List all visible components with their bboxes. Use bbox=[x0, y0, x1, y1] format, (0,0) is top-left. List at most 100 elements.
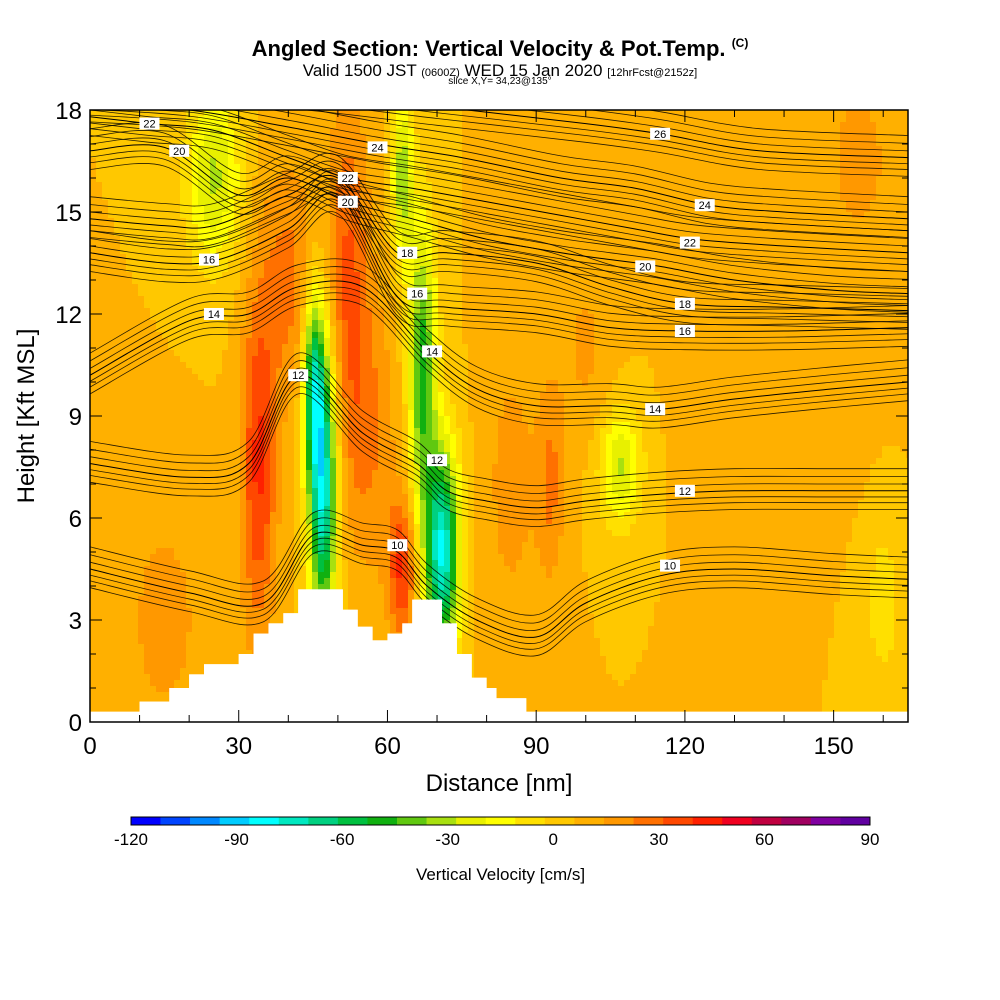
velocity-cell bbox=[366, 530, 373, 537]
velocity-cell bbox=[264, 566, 271, 573]
velocity-cell bbox=[312, 380, 319, 387]
velocity-cell bbox=[294, 146, 301, 153]
velocity-cell bbox=[174, 368, 181, 375]
velocity-cell bbox=[258, 476, 265, 483]
velocity-cell bbox=[330, 122, 337, 129]
velocity-cell bbox=[228, 404, 235, 411]
velocity-cell bbox=[120, 146, 127, 153]
velocity-cell bbox=[318, 242, 325, 249]
velocity-cell bbox=[264, 422, 271, 429]
velocity-cell bbox=[132, 146, 139, 153]
velocity-cell bbox=[162, 296, 169, 303]
velocity-cell bbox=[102, 410, 109, 417]
velocity-cell bbox=[120, 578, 127, 585]
velocity-cell bbox=[306, 194, 313, 201]
velocity-cell bbox=[366, 506, 373, 513]
velocity-cell bbox=[372, 332, 379, 339]
velocity-cell bbox=[360, 476, 367, 483]
velocity-cell bbox=[126, 674, 133, 681]
velocity-cell bbox=[378, 548, 385, 555]
velocity-cell bbox=[348, 140, 355, 147]
velocity-cell bbox=[354, 512, 361, 519]
velocity-cell bbox=[174, 542, 181, 549]
velocity-cell bbox=[102, 392, 109, 399]
velocity-cell bbox=[264, 296, 271, 303]
velocity-cell bbox=[132, 314, 139, 321]
velocity-cell bbox=[192, 122, 199, 129]
velocity-cell bbox=[234, 224, 241, 231]
velocity-cell bbox=[306, 416, 313, 423]
velocity-cell bbox=[264, 494, 271, 501]
velocity-cell bbox=[234, 656, 241, 663]
velocity-cell bbox=[378, 428, 385, 435]
velocity-cell bbox=[126, 536, 133, 543]
velocity-cell bbox=[180, 632, 187, 639]
velocity-cell bbox=[360, 602, 367, 609]
velocity-cell bbox=[180, 374, 187, 381]
velocity-cell bbox=[372, 254, 379, 261]
velocity-cell bbox=[156, 194, 163, 201]
velocity-cell bbox=[204, 320, 211, 327]
velocity-cell bbox=[342, 134, 349, 141]
velocity-cell bbox=[240, 464, 247, 471]
velocity-cell bbox=[258, 320, 265, 327]
velocity-cell bbox=[198, 494, 205, 501]
velocity-cell bbox=[102, 656, 109, 663]
velocity-cell bbox=[174, 548, 181, 555]
velocity-cell bbox=[318, 284, 325, 291]
velocity-cell bbox=[288, 398, 295, 405]
velocity-cell bbox=[108, 530, 115, 537]
slice-info: slice X,Y= 34,23@135° bbox=[0, 76, 1000, 87]
velocity-cell bbox=[180, 350, 187, 357]
velocity-cell bbox=[204, 488, 211, 495]
velocity-cell bbox=[216, 560, 223, 567]
velocity-cell bbox=[234, 314, 241, 321]
velocity-cell bbox=[270, 566, 277, 573]
velocity-cell bbox=[90, 170, 97, 177]
velocity-cell bbox=[318, 404, 325, 411]
velocity-cell bbox=[252, 134, 259, 141]
velocity-cell bbox=[180, 542, 187, 549]
velocity-cell bbox=[120, 650, 127, 657]
velocity-cell bbox=[330, 128, 337, 135]
velocity-cell bbox=[318, 338, 325, 345]
velocity-cell bbox=[198, 146, 205, 153]
velocity-cell bbox=[330, 476, 337, 483]
velocity-cell bbox=[198, 236, 205, 243]
velocity-cell bbox=[294, 122, 301, 129]
velocity-cell bbox=[246, 524, 253, 531]
velocity-cell bbox=[270, 548, 277, 555]
velocity-cell bbox=[372, 308, 379, 315]
velocity-cell bbox=[108, 344, 115, 351]
velocity-cell bbox=[288, 536, 295, 543]
velocity-cell bbox=[132, 416, 139, 423]
velocity-cell bbox=[138, 134, 145, 141]
velocity-cell bbox=[114, 416, 121, 423]
velocity-cell bbox=[258, 248, 265, 255]
velocity-cell bbox=[186, 548, 193, 555]
velocity-cell bbox=[240, 422, 247, 429]
velocity-cell bbox=[222, 236, 229, 243]
velocity-cell bbox=[252, 368, 259, 375]
velocity-cell bbox=[204, 200, 211, 207]
velocity-cell bbox=[246, 506, 253, 513]
velocity-cell bbox=[336, 488, 343, 495]
velocity-cell bbox=[276, 518, 283, 525]
velocity-cell bbox=[108, 704, 115, 711]
velocity-cell bbox=[306, 470, 313, 477]
velocity-cell bbox=[126, 404, 133, 411]
velocity-cell bbox=[204, 464, 211, 471]
velocity-cell bbox=[186, 200, 193, 207]
velocity-cell bbox=[168, 194, 175, 201]
velocity-cell bbox=[306, 344, 313, 351]
velocity-cell bbox=[234, 320, 241, 327]
velocity-cell bbox=[204, 266, 211, 273]
velocity-cell bbox=[162, 134, 169, 141]
velocity-cell bbox=[246, 638, 253, 645]
velocity-cell bbox=[126, 200, 133, 207]
velocity-cell bbox=[180, 140, 187, 147]
velocity-cell bbox=[360, 170, 367, 177]
velocity-cell bbox=[90, 134, 97, 141]
velocity-cell bbox=[240, 644, 247, 651]
velocity-cell bbox=[378, 374, 385, 381]
